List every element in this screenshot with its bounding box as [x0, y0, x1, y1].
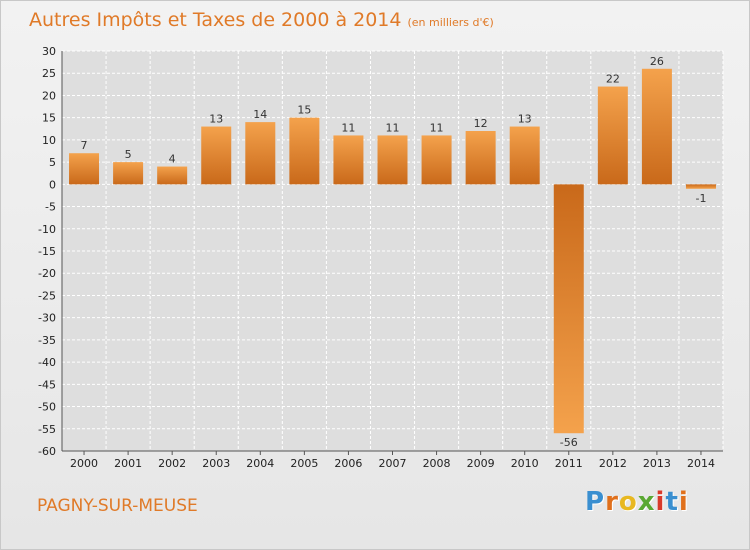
- logo-letter: t: [665, 487, 679, 517]
- data-label: 26: [650, 55, 664, 68]
- data-label: 11: [386, 121, 400, 134]
- bar: [201, 126, 232, 185]
- y-tick-label: 5: [49, 156, 56, 169]
- bar: [377, 135, 408, 185]
- x-tick-label: 2013: [643, 457, 671, 470]
- x-tick-label: 2005: [290, 457, 318, 470]
- y-tick-label: -50: [38, 401, 56, 414]
- y-tick-label: -30: [38, 312, 56, 325]
- logo-letter: x: [637, 487, 656, 517]
- data-label: 15: [297, 104, 311, 117]
- chart-title: Autres Impôts et Taxes de 2000 à 2014 (en…: [29, 9, 494, 31]
- x-tick-label: 2009: [467, 457, 495, 470]
- x-tick-label: 2006: [334, 457, 362, 470]
- bar: [113, 162, 144, 185]
- y-tick-label: -10: [38, 223, 56, 236]
- x-tick-label: 2000: [70, 457, 98, 470]
- bar: [685, 184, 716, 189]
- y-tick-label: 25: [42, 67, 56, 80]
- x-tick-label: 2007: [379, 457, 407, 470]
- data-label: 13: [518, 113, 532, 126]
- x-tick-label: 2010: [511, 457, 539, 470]
- logo-letter: r: [605, 487, 619, 517]
- data-label: 7: [81, 139, 88, 152]
- bar: [421, 135, 452, 185]
- y-tick-label: -55: [38, 423, 56, 436]
- y-tick-label: 20: [42, 89, 56, 102]
- data-label: 5: [125, 148, 132, 161]
- data-label: 11: [341, 121, 355, 134]
- data-label: -56: [560, 436, 578, 449]
- bar: [289, 117, 320, 185]
- bar: [157, 166, 188, 185]
- y-tick-label: -45: [38, 378, 56, 391]
- bar: [641, 68, 672, 185]
- y-tick-label: -5: [45, 201, 56, 214]
- x-tick-label: 2008: [423, 457, 451, 470]
- y-tick-label: 0: [49, 178, 56, 191]
- x-tick-label: 2014: [687, 457, 715, 470]
- y-tick-label: 15: [42, 112, 56, 125]
- proxiti-logo: Proxiti: [585, 487, 689, 517]
- y-tick-label: 10: [42, 134, 56, 147]
- x-tick-label: 2004: [246, 457, 274, 470]
- bar: [245, 122, 276, 185]
- y-tick-label: -15: [38, 245, 56, 258]
- bar: [333, 135, 364, 185]
- logo-letter: i: [655, 487, 666, 517]
- data-label: 12: [474, 117, 488, 130]
- data-label: -1: [695, 192, 706, 205]
- data-label: 11: [430, 121, 444, 134]
- bar: [509, 126, 540, 185]
- x-tick-label: 2003: [202, 457, 230, 470]
- commune-name: PAGNY-SUR-MEUSE: [37, 496, 198, 516]
- y-tick-label: 30: [42, 45, 56, 58]
- x-tick-label: 2012: [599, 457, 627, 470]
- y-tick-label: -25: [38, 289, 56, 302]
- bar: [597, 86, 628, 185]
- x-tick-label: 2001: [114, 457, 142, 470]
- logo-letter: o: [618, 487, 638, 517]
- bar: [553, 184, 584, 434]
- data-label: 22: [606, 73, 620, 86]
- data-label: 14: [253, 108, 267, 121]
- logo-letter: P: [585, 487, 606, 517]
- chart-title-text: Autres Impôts et Taxes de 2000 à 2014: [29, 9, 402, 31]
- logo-letter: i: [678, 487, 689, 517]
- y-tick-label: -20: [38, 267, 56, 280]
- x-tick-label: 2002: [158, 457, 186, 470]
- x-tick-label: 2011: [555, 457, 583, 470]
- chart-unit: (en milliers d'€): [407, 16, 494, 29]
- y-tick-label: -60: [38, 445, 56, 458]
- data-label: 13: [209, 113, 223, 126]
- bar: [465, 131, 496, 185]
- y-tick-label: -40: [38, 356, 56, 369]
- y-tick-label: -35: [38, 334, 56, 347]
- bar: [69, 153, 100, 185]
- data-label: 4: [169, 153, 176, 166]
